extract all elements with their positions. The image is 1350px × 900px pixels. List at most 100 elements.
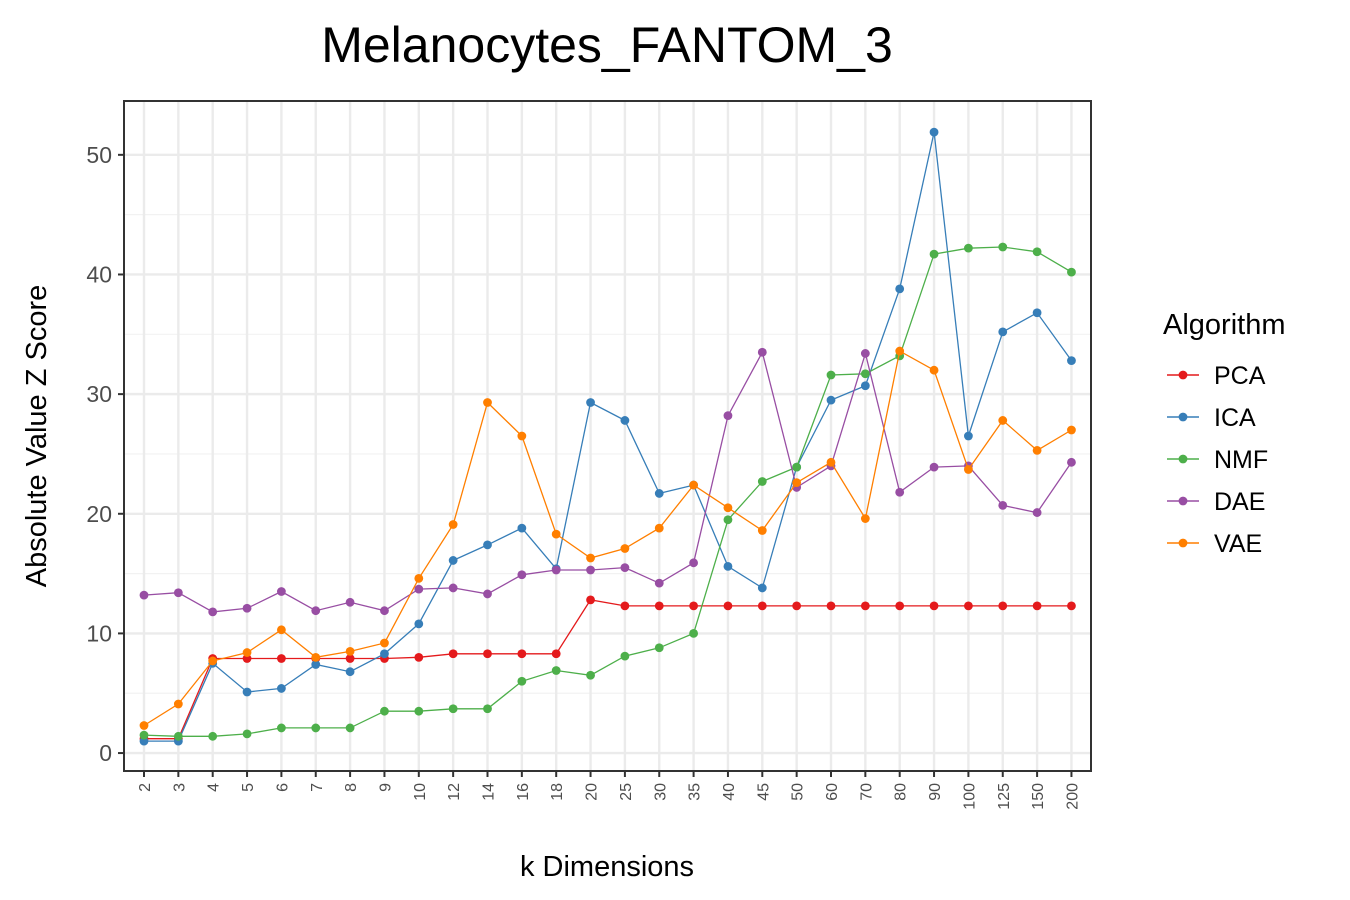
- data-point-vae: [998, 416, 1008, 425]
- data-point-dae: [380, 606, 389, 616]
- y-tick-label: 0: [99, 740, 112, 766]
- legend-label-ica: ICA: [1214, 404, 1256, 432]
- data-point-dae: [654, 578, 664, 588]
- legend-marker-pca: [1178, 370, 1188, 380]
- data-point-pca: [483, 649, 492, 659]
- x-tick-label: 40: [721, 783, 738, 801]
- data-point-dae: [1067, 457, 1076, 467]
- data-point-vae: [448, 520, 458, 529]
- data-point-vae: [826, 457, 836, 467]
- legend-marker-vae: [1178, 538, 1188, 548]
- data-point-nmf: [483, 704, 492, 714]
- data-point-nmf: [139, 730, 149, 740]
- data-point-vae: [929, 365, 939, 375]
- x-tick-label: 35: [687, 783, 704, 801]
- data-point-vae: [551, 529, 561, 539]
- data-point-vae: [895, 346, 905, 356]
- data-point-ica: [586, 398, 595, 407]
- legend-label-vae: VAE: [1214, 530, 1262, 558]
- data-point-nmf: [311, 723, 321, 733]
- data-point-ica: [345, 667, 355, 677]
- data-point-vae: [242, 648, 252, 657]
- data-point-dae: [620, 563, 630, 573]
- data-point-nmf: [551, 666, 561, 675]
- data-point-pca: [586, 595, 595, 605]
- data-point-nmf: [792, 462, 802, 472]
- data-point-nmf: [689, 629, 698, 638]
- legend-marker-dae: [1178, 496, 1188, 506]
- y-tick-label: 50: [86, 142, 112, 168]
- data-point-nmf: [277, 723, 286, 733]
- data-point-dae: [345, 597, 355, 607]
- data-point-pca: [277, 654, 286, 663]
- series-line-pca: [144, 599, 1072, 740]
- series-line-dae: [143, 350, 1073, 613]
- data-point-pca: [551, 649, 561, 659]
- x-tick-label: 16: [515, 783, 532, 801]
- data-point-vae: [964, 465, 973, 474]
- data-point-ica: [929, 127, 939, 137]
- data-point-vae: [723, 503, 733, 513]
- x-tick-label: 60: [824, 783, 841, 801]
- data-point-dae: [517, 570, 527, 580]
- data-point-dae: [1032, 508, 1042, 517]
- x-tick-label: 2: [137, 783, 154, 792]
- data-point-vae: [586, 553, 595, 563]
- data-point-dae: [448, 583, 458, 593]
- x-tick-label: 9: [377, 783, 394, 792]
- data-point-vae: [620, 544, 630, 553]
- data-point-vae: [277, 625, 286, 635]
- data-point-nmf: [620, 651, 630, 661]
- y-axis-title: Absolute Value Z Score: [21, 285, 53, 588]
- data-point-ica: [860, 381, 870, 391]
- data-point-vae: [860, 514, 870, 523]
- data-point-vae: [414, 573, 424, 583]
- data-point-nmf: [964, 243, 973, 253]
- chart-title: Melanocytes_FANTOM_3: [321, 17, 893, 73]
- series-layer: [139, 127, 1076, 746]
- data-point-ica: [826, 395, 836, 405]
- x-tick-label: 7: [309, 783, 326, 792]
- legend-label-pca: PCA: [1214, 362, 1266, 390]
- data-point-dae: [586, 565, 595, 575]
- x-axis-title: k Dimensions: [520, 851, 694, 883]
- data-point-ica: [723, 562, 733, 571]
- data-point-dae: [242, 603, 252, 613]
- data-point-vae: [1032, 445, 1042, 455]
- legend: Algorithm PCA ICA NMF DAE VAE: [1163, 309, 1286, 558]
- x-tick-label: 12: [446, 783, 463, 801]
- data-point-dae: [311, 606, 321, 616]
- x-tick-label: 6: [274, 783, 291, 792]
- data-point-ica: [380, 649, 389, 659]
- data-point-dae: [689, 558, 698, 568]
- x-tick-label: 150: [1030, 783, 1047, 810]
- data-point-pca: [517, 649, 527, 659]
- y-tick-label: 30: [86, 381, 112, 407]
- data-point-vae: [757, 526, 767, 535]
- data-point-dae: [414, 584, 424, 594]
- y-tick-label: 20: [86, 501, 112, 527]
- data-point-vae: [654, 523, 664, 533]
- data-point-ica: [414, 619, 424, 629]
- data-point-vae: [139, 721, 149, 730]
- data-point-pca: [929, 601, 939, 611]
- data-point-dae: [139, 590, 149, 600]
- x-tick-label: 4: [206, 783, 223, 792]
- data-point-pca: [345, 654, 355, 663]
- data-point-dae: [551, 565, 561, 575]
- data-point-vae: [483, 398, 492, 407]
- data-point-ica: [1032, 308, 1042, 318]
- x-tick-label: 30: [652, 783, 669, 801]
- data-point-ica: [998, 327, 1008, 337]
- data-point-nmf: [345, 723, 355, 733]
- data-point-nmf: [517, 676, 527, 686]
- data-point-nmf: [208, 731, 218, 741]
- data-point-nmf: [654, 643, 664, 653]
- series-line-nmf: [143, 246, 1072, 737]
- data-point-ica: [311, 660, 321, 669]
- x-tick-label: 14: [481, 783, 498, 801]
- data-point-dae: [757, 347, 767, 357]
- data-point-ica: [517, 523, 527, 533]
- data-point-dae: [277, 587, 286, 596]
- data-point-ica: [448, 556, 458, 565]
